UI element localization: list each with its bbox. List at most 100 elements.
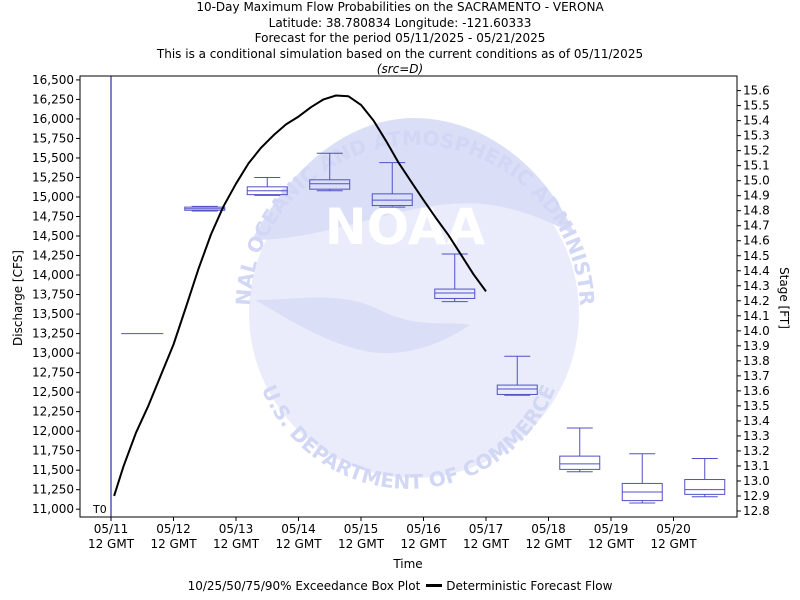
y-tick-label: 11,000	[32, 502, 74, 516]
boxplot-day-3	[246, 176, 288, 196]
legend-line-label: Deterministic Forecast Flow	[446, 579, 613, 593]
x-tick-date: 05/14	[281, 522, 316, 536]
stage-tick-label: 13.2	[743, 444, 770, 458]
exceedance-boxplots	[121, 152, 726, 504]
x-tick-time: 12 GMT	[150, 537, 197, 551]
stage-tick-label: 13.3	[743, 429, 770, 443]
y-tick-label: 16,250	[32, 92, 74, 106]
stage-tick-label: 14.5	[743, 249, 770, 263]
box-iqr	[496, 384, 538, 395]
t0-marker: T0	[92, 76, 112, 517]
chart-title: 10-Day Maximum Flow Probabilities on the…	[196, 0, 604, 14]
x-tick-time: 12 GMT	[88, 537, 135, 551]
boxplot-day-2	[184, 205, 226, 212]
chart-location: Latitude: 38.780834 Longitude: -121.6033…	[268, 15, 532, 30]
stage-tick-label: 15.4	[743, 114, 770, 128]
x-tick-time: 12 GMT	[588, 537, 635, 551]
y-tick-label: 14,000	[32, 268, 74, 282]
legend-line-swatch	[426, 584, 443, 587]
boxplot-day-4	[309, 152, 351, 192]
boxplot-day-8	[559, 427, 601, 473]
y-tick-label: 11,750	[32, 444, 74, 458]
y-tick-label: 13,750	[32, 288, 74, 302]
stage-tick-label: 15.3	[743, 129, 770, 143]
box-iqr	[684, 479, 726, 495]
stage-tick-label: 14.7	[743, 219, 770, 233]
stage-tick-label: 14.1	[743, 309, 770, 323]
box-iqr	[309, 179, 351, 190]
boxplot-day-9	[621, 453, 663, 504]
stage-tick-label: 14.3	[743, 279, 770, 293]
x-tick-date: 05/19	[594, 522, 629, 536]
stage-tick-label: 14.0	[743, 324, 770, 338]
boxplot-day-10	[684, 457, 726, 498]
y-tick-label: 15,500	[32, 151, 74, 165]
noaa-logo-text: NOAA	[325, 198, 486, 256]
y-tick-label: 16,500	[32, 73, 74, 87]
box-iqr	[434, 288, 476, 299]
y-tick-label: 16,000	[32, 112, 74, 126]
stage-tick-label: 13.9	[743, 339, 770, 353]
x-tick-date: 05/16	[406, 522, 441, 536]
chart-source: (src=D)	[376, 62, 424, 76]
x-tick-time: 12 GMT	[338, 537, 385, 551]
stage-axis: 12.812.913.013.113.213.313.413.513.613.7…	[737, 84, 770, 518]
stage-tick-label: 13.7	[743, 369, 770, 383]
stage-tick-label: 13.4	[743, 414, 770, 428]
y-tick-label: 15,750	[32, 131, 74, 145]
stage-tick-label: 13.0	[743, 474, 770, 488]
x-tick-date: 05/17	[469, 522, 504, 536]
y-tick-label: 11,250	[32, 483, 74, 497]
y-tick-label: 14,500	[32, 229, 74, 243]
discharge-axis: 11,000 11,250 11,500 11,750 12,000 12,250 12,5…	[32, 73, 80, 516]
chart-legend: 10/25/50/75/90% Exceedance Box Plot Deter…	[0, 579, 800, 593]
chart-period: Forecast for the period 05/11/2025 - 05/…	[254, 31, 546, 45]
stage-tick-label: 13.6	[743, 384, 770, 398]
y-tick-label: 14,250	[32, 249, 74, 263]
y-tick-label: 12,500	[32, 385, 74, 399]
y-axis-left-title: Discharge [CFS]	[11, 250, 25, 346]
stage-tick-label: 15.1	[743, 159, 770, 173]
x-tick-time: 12 GMT	[213, 537, 260, 551]
x-tick-date: 05/18	[531, 522, 566, 536]
y-tick-label: 13,250	[32, 327, 74, 341]
y-tick-label: 13,000	[32, 346, 74, 360]
y-tick-label: 12,750	[32, 366, 74, 380]
y-tick-label: 12,000	[32, 424, 74, 438]
y-axis-right-title: Stage [FT]	[777, 267, 791, 329]
boxplot-day-6	[434, 253, 476, 303]
y-tick-label: 15,000	[32, 190, 74, 204]
x-tick-date: 05/20	[656, 522, 691, 536]
y-tick-label: 12,250	[32, 405, 74, 419]
x-tick-time: 12 GMT	[650, 537, 697, 551]
stage-tick-label: 14.9	[743, 189, 770, 203]
stage-tick-label: 13.8	[743, 354, 770, 368]
stage-tick-label: 14.4	[743, 264, 770, 278]
x-tick-time: 12 GMT	[463, 537, 510, 551]
y-tick-label: 15,250	[32, 170, 74, 184]
stage-tick-label: 14.2	[743, 294, 770, 308]
stage-tick-label: 13.5	[743, 399, 770, 413]
stage-tick-label: 15.2	[743, 144, 770, 158]
y-tick-label: 14,750	[32, 209, 74, 223]
x-tick-time: 12 GMT	[275, 537, 322, 551]
x-tick-date: 05/12	[156, 522, 191, 536]
x-tick-date: 05/15	[344, 522, 379, 536]
x-axis-title: Time	[392, 557, 422, 571]
plot-frame	[79, 75, 738, 518]
forecast-flow-line	[113, 94, 487, 497]
deterministic-forecast	[113, 94, 487, 497]
stage-tick-label: 12.9	[743, 489, 770, 503]
stage-tick-label: 12.8	[743, 504, 770, 518]
stage-tick-label: 14.8	[743, 204, 770, 218]
stage-tick-label: 14.6	[743, 234, 770, 248]
stage-tick-label: 15.5	[743, 99, 770, 113]
x-tick-date: 05/13	[219, 522, 254, 536]
y-tick-label: 13,500	[32, 307, 74, 321]
legend-boxplot-label: 10/25/50/75/90% Exceedance Box Plot	[187, 579, 421, 593]
box-iqr	[559, 455, 601, 470]
boxplot-day-5	[371, 162, 413, 208]
x-tick-date: 05/11	[94, 522, 129, 536]
